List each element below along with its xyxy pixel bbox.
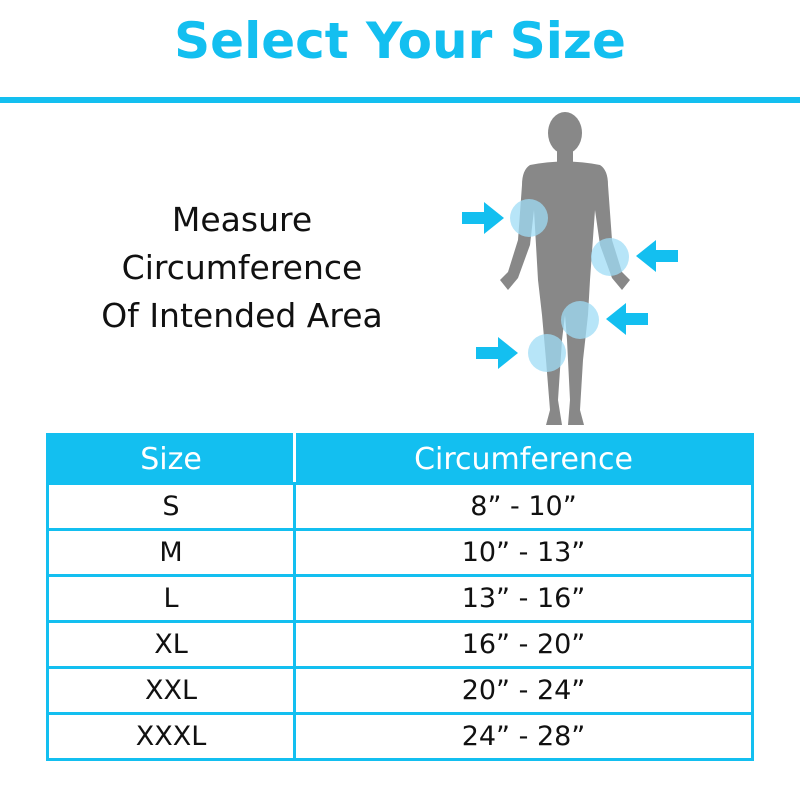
table-header-row: Size Circumference xyxy=(46,433,754,485)
measure-highlights xyxy=(510,199,629,372)
table-row: XXL 20” - 24” xyxy=(46,666,754,715)
table-row: XL 16” - 20” xyxy=(46,620,754,669)
circumference-cell: 10” - 13” xyxy=(293,528,754,577)
size-cell: XXXL xyxy=(46,712,296,761)
size-cell: L xyxy=(46,574,296,623)
arrow-right-icon xyxy=(462,202,504,234)
table-row: L 13” - 16” xyxy=(46,574,754,623)
size-cell: S xyxy=(46,482,296,531)
forearm-highlight xyxy=(591,238,629,276)
instruction-line: Of Intended Area xyxy=(101,296,383,335)
size-cell: XL xyxy=(46,620,296,669)
size-cell: M xyxy=(46,528,296,577)
circumference-cell: 13” - 16” xyxy=(293,574,754,623)
title-divider xyxy=(0,97,800,103)
measure-instruction: Measure Circumference Of Intended Area xyxy=(62,196,422,340)
circumference-cell: 24” - 28” xyxy=(293,712,754,761)
circumference-cell: 8” - 10” xyxy=(293,482,754,531)
size-cell: XXL xyxy=(46,666,296,715)
arrow-right-icon xyxy=(476,337,518,369)
arrow-left-icon xyxy=(636,240,678,272)
human-body-icon xyxy=(462,112,678,425)
upper-arm-highlight xyxy=(510,199,548,237)
table-row: S 8” - 10” xyxy=(46,482,754,531)
table-row: M 10” - 13” xyxy=(46,528,754,577)
table-row: XXXL 24” - 28” xyxy=(46,712,754,761)
circumference-cell: 20” - 24” xyxy=(293,666,754,715)
thigh-highlight xyxy=(561,301,599,339)
body-silhouette xyxy=(500,112,630,425)
page-title: Select Your Size xyxy=(174,12,626,70)
size-chart-table: Size Circumference S 8” - 10” M 10” - 13” … xyxy=(46,433,754,761)
header-size: Size xyxy=(46,433,296,485)
circumference-cell: 16” - 20” xyxy=(293,620,754,669)
arrow-left-icon xyxy=(606,303,648,335)
header-circumference: Circumference xyxy=(293,433,754,485)
instruction-line: Circumference xyxy=(121,248,363,287)
knee-highlight xyxy=(528,334,566,372)
instruction-line: Measure xyxy=(171,200,313,239)
